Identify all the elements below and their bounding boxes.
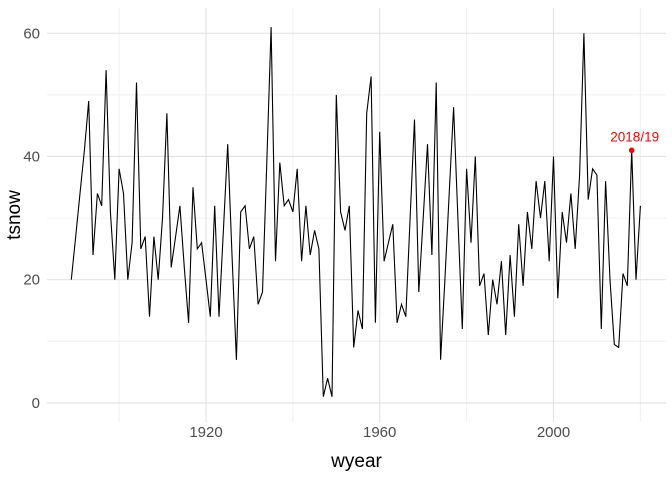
x-axis-title: wyear	[330, 451, 382, 472]
x-tick-2000: 2000	[537, 424, 570, 441]
minor-gridlines	[47, 8, 666, 422]
y-tick-60: 60	[23, 25, 40, 42]
x-axis-tick-labels: 1920 1960 2000	[189, 424, 570, 441]
y-tick-0: 0	[32, 395, 40, 412]
x-tick-1920: 1920	[189, 424, 222, 441]
y-axis-title: tsnow	[4, 190, 25, 240]
y-tick-20: 20	[23, 272, 40, 289]
annotation-2018-19-label: 2018/19	[610, 129, 659, 144]
y-axis-tick-labels: 0 20 40 60	[23, 25, 40, 412]
major-gridlines	[47, 8, 666, 422]
y-tick-40: 40	[23, 149, 40, 166]
highlight-point-2018-19	[628, 147, 635, 154]
tsnow-line-series	[70, 27, 641, 397]
x-tick-1960: 1960	[363, 424, 396, 441]
